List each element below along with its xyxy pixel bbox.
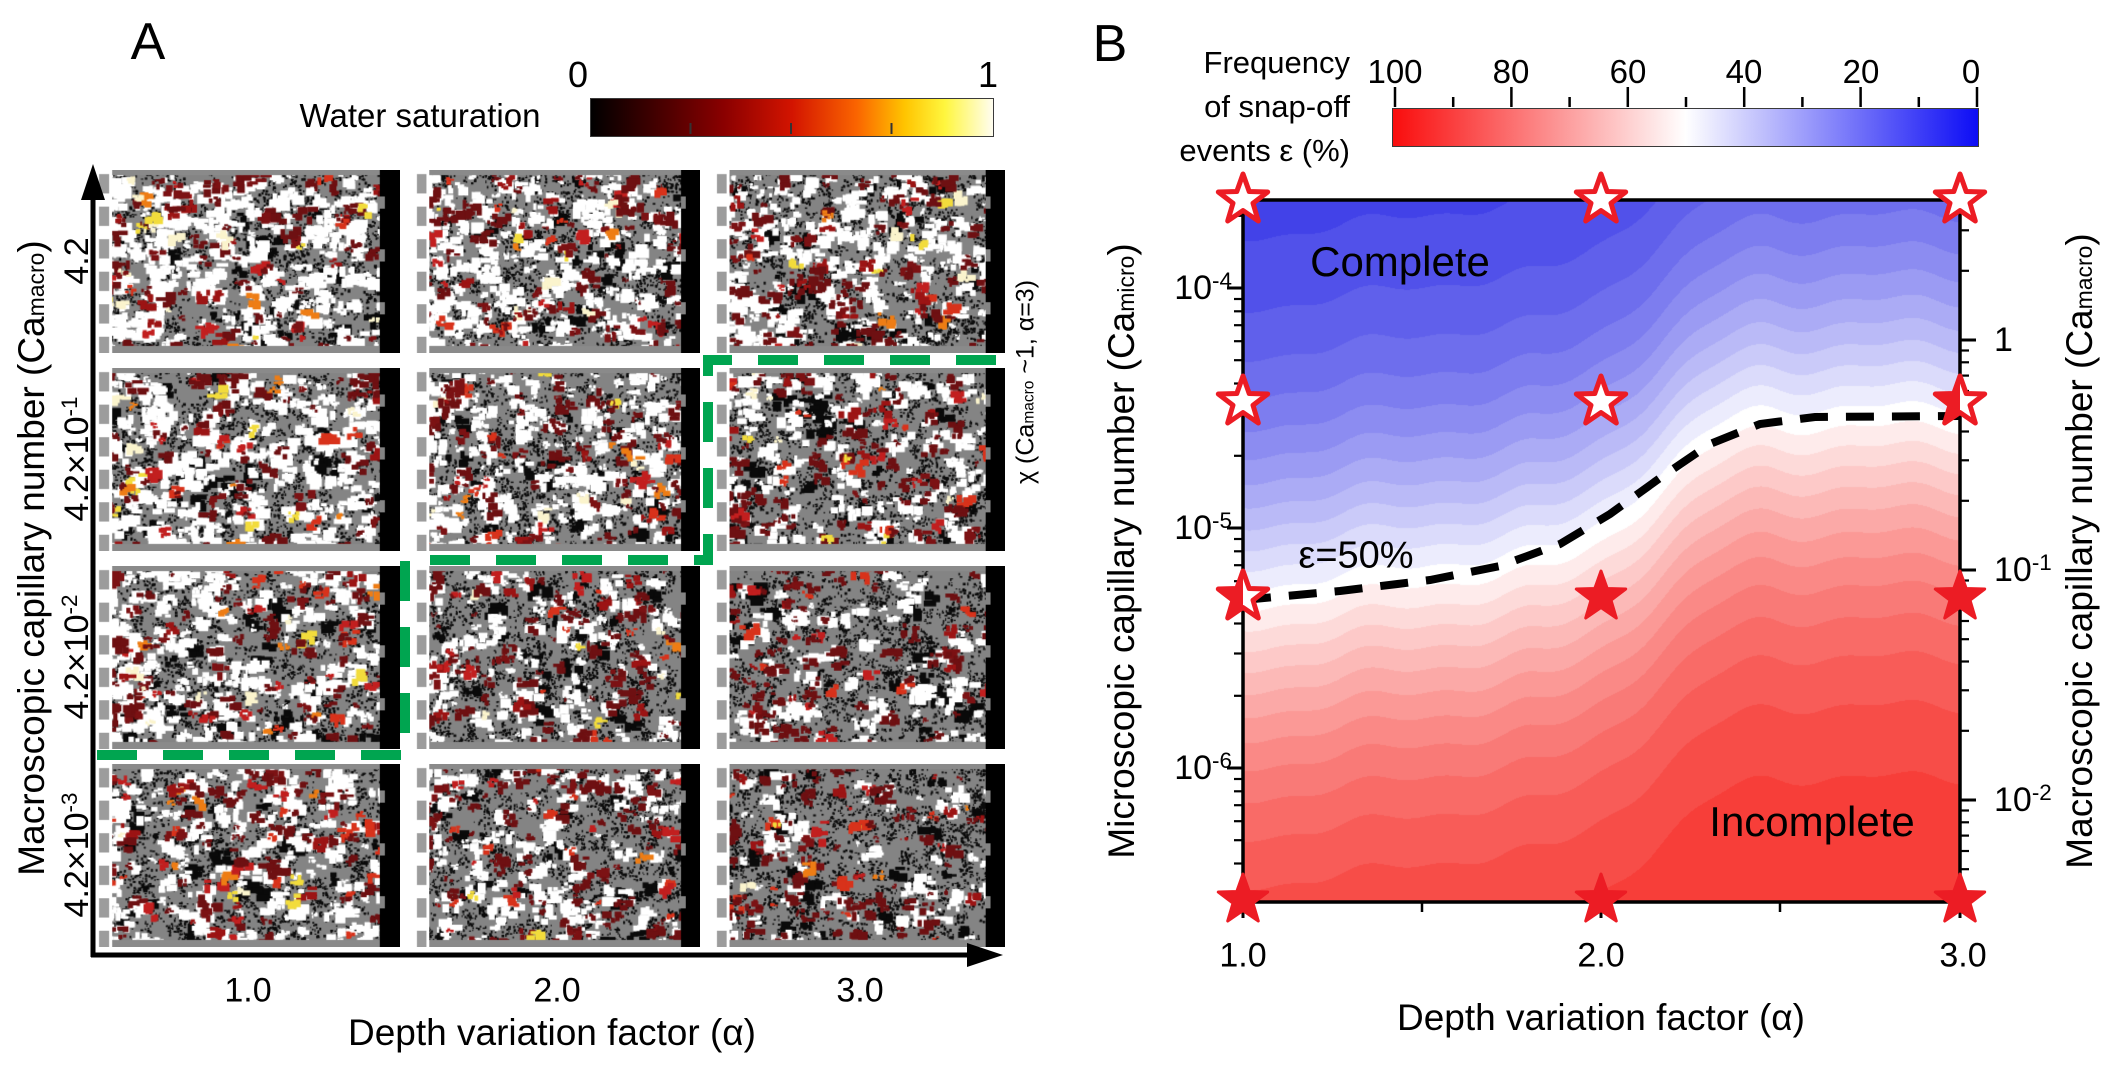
panel-a-x-tick-label: 2.0: [533, 971, 581, 1010]
star-marker-filled: [1574, 569, 1628, 620]
colorbar-a-max-label: 1: [977, 54, 999, 95]
saturation-map-cell: [415, 170, 700, 353]
panel-b-left-tick-label: 10-4: [1174, 267, 1232, 308]
star-marker-filled: [1933, 872, 1987, 923]
saturation-map-cell: [97, 764, 400, 947]
chi-region-outline: [97, 355, 1005, 760]
panel-b-x-tick-label: 1.0: [1219, 936, 1267, 975]
colorbar-b-tick-label: 60: [1609, 53, 1647, 90]
colorbar-b-tick-label: 0: [1961, 53, 1981, 90]
colorbar-b-ticks: [1393, 87, 1979, 107]
panel-a-x-tick-label: 3.0: [836, 971, 884, 1010]
panel-b-right-tick-label: 1: [1994, 321, 2013, 360]
panel-a-x-tick-label: 1.0: [224, 971, 272, 1010]
epsilon-50-label: ε=50%: [1298, 534, 1414, 577]
star-marker-filled: [1216, 872, 1270, 923]
saturation-map-cell: [715, 170, 1005, 353]
panel-a-label: A: [130, 13, 166, 71]
saturation-map-cell: [715, 368, 1005, 551]
colorbar-b-tick-label: 40: [1725, 53, 1763, 90]
colorbar-a-min-label: 0: [567, 54, 589, 95]
star-marker-open: [1573, 171, 1629, 224]
panel-b-x-tick-label: 2.0: [1577, 936, 1625, 975]
colorbar-b-title-line: of snap-off: [1204, 89, 1350, 124]
panel-b-x-tick-label: 3.0: [1939, 936, 1987, 975]
contour-plot: [1243, 200, 1960, 902]
star-marker-open: [1215, 373, 1271, 426]
colorbar-b-tick-label: 20: [1842, 53, 1880, 90]
saturation-map-cell: [97, 170, 400, 353]
snapoff-frequency-colorbar: [1392, 108, 1979, 147]
panel-a-x-axis-title: Depth variation factor (α): [348, 1012, 756, 1053]
colorbar-b-tick-label: 100: [1367, 53, 1423, 90]
saturation-map-cell: [415, 764, 700, 947]
saturation-map-cell: [415, 566, 700, 749]
saturation-map-cell: [715, 764, 1005, 947]
saturation-map-cell: [97, 368, 400, 551]
star-marker-open: [1573, 373, 1629, 426]
water-saturation-colorbar-title: Water saturation: [299, 97, 541, 134]
epsilon-50-contour: [1242, 412, 1961, 604]
colorbar-b-tick-label: 80: [1492, 53, 1530, 90]
star-marker-filled: [1933, 569, 1987, 620]
incomplete-region-label: Incomplete: [1709, 798, 1915, 845]
panel-a-axes: [81, 164, 1003, 967]
star-marker-half: [1932, 373, 1988, 426]
colorbar-b-title-line: events ε (%): [1179, 133, 1350, 168]
panel-b-left-tick-label: 10-6: [1174, 747, 1232, 788]
star-marker-open: [1932, 171, 1988, 224]
panel-b-x-axis-title: Depth variation factor (α): [1397, 997, 1805, 1038]
panel-b-right-tick-label: 10-2: [1994, 779, 2052, 820]
panel-b-right-tick-label: 10-1: [1994, 549, 2052, 590]
star-marker-filled: [1574, 872, 1628, 923]
panel-b-label: B: [1092, 15, 1128, 73]
star-marker-open: [1215, 171, 1271, 224]
panel-b-axis-ticks: [1227, 214, 1976, 918]
saturation-map-cell: [97, 566, 400, 749]
colorbar-a-ticks: [689, 123, 893, 134]
saturation-map-cell: [715, 566, 1005, 749]
complete-region-label: Complete: [1310, 238, 1490, 285]
panel-b-plot-border: [1241, 198, 1962, 904]
colorbar-b-title-line: Frequency: [1203, 45, 1350, 80]
saturation-map-cell: [415, 368, 700, 551]
star-marker-half: [1215, 568, 1271, 621]
